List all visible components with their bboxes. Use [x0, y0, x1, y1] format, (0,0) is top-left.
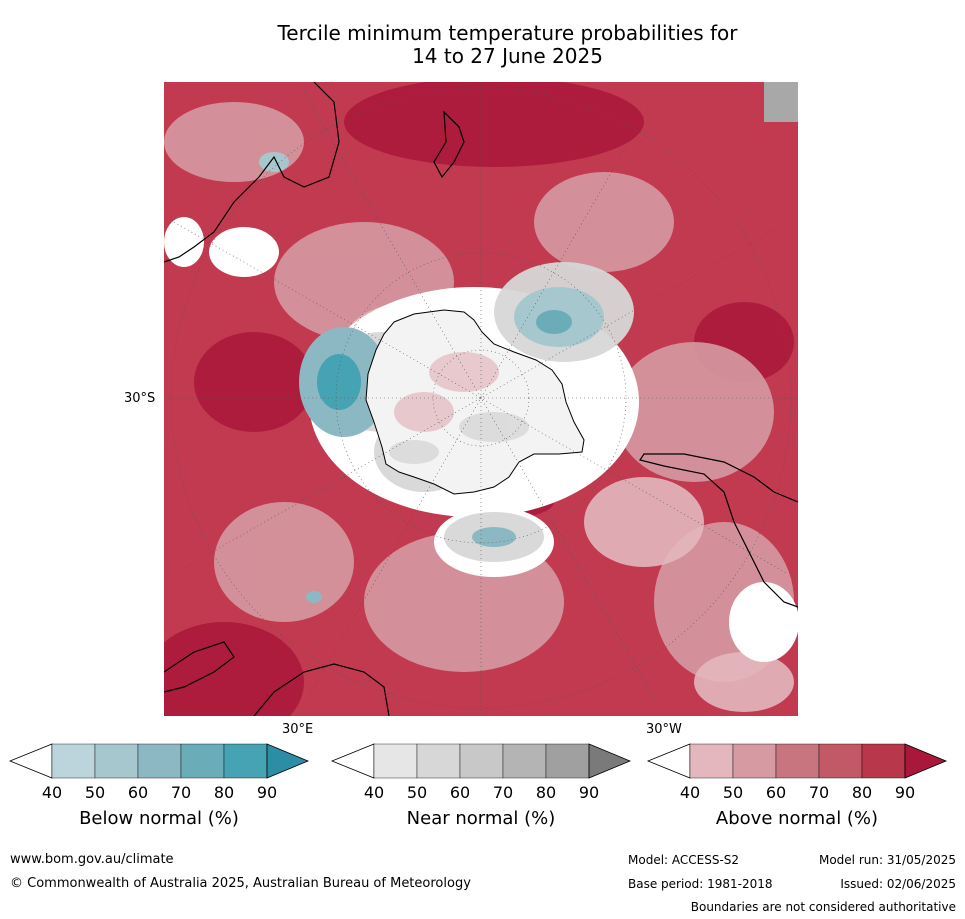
tick-label: 90: [894, 783, 916, 802]
colorbar-near-bin-40: [373, 743, 418, 779]
colorbar-below-max-arrow: [266, 743, 310, 779]
tick-label: 60: [765, 783, 787, 802]
below-normal-regions: [259, 152, 604, 603]
model-name: Model: ACCESS-S2: [628, 853, 740, 867]
tick-label: 40: [363, 783, 385, 802]
colorbar-near-min-arrow: [330, 743, 375, 779]
tick-label: 40: [41, 783, 63, 802]
copyright-notice: © Commonwealth of Australia 2025, Austra…: [10, 876, 471, 891]
colorbar-above-title: Above normal (%): [715, 808, 879, 829]
colorbar-below-bin-70: [180, 743, 225, 779]
base-period: Base period: 1981-2018: [628, 877, 773, 891]
land-mask-greenland-area: [764, 82, 798, 122]
colorbar-above-bin-40: [689, 743, 734, 779]
colorbar-near-bin-80: [545, 743, 590, 779]
colorbar-near-bin-60: [459, 743, 504, 779]
map-title: Tercile minimum temperature probabilitie…: [160, 22, 855, 68]
africa-coast: [164, 641, 390, 716]
tick-label: 90: [256, 783, 278, 802]
colorbar-below-bin-40: [51, 743, 96, 779]
website-link[interactable]: www.bom.gov.au/climate: [10, 852, 174, 867]
colorbar-below-bin-60: [137, 743, 182, 779]
colorbar-below-swatches: [8, 743, 310, 779]
australia-coast: [164, 82, 340, 263]
tick-label: 50: [722, 783, 744, 802]
above-40-60-regions: [164, 102, 794, 682]
colorbar-above-bin-60: [775, 743, 820, 779]
south-america-coast: [639, 453, 798, 608]
colorbar-below-bin-80: [223, 743, 268, 779]
antarctica-interior-signal: [394, 352, 499, 432]
graticule: [164, 82, 798, 716]
colorbar-above-swatches: [646, 743, 948, 779]
colorbar-above-bin-50: [732, 743, 777, 779]
colorbar-below-min-arrow: [8, 743, 53, 779]
colorbar-near-bin-50: [416, 743, 461, 779]
tick-label: 70: [808, 783, 830, 802]
colorbar-above-bin-70: [818, 743, 863, 779]
tick-label: 50: [406, 783, 428, 802]
tick-label: 90: [578, 783, 600, 802]
antarctica-interior-grey: [389, 412, 529, 464]
colorbar-above-min-arrow: [646, 743, 691, 779]
colorbar-above-max-arrow: [904, 743, 948, 779]
longitude-label-30e: 30°E: [282, 722, 314, 737]
tick-label: 80: [535, 783, 557, 802]
probability-map: [164, 82, 798, 716]
tick-label: 70: [170, 783, 192, 802]
tick-label: 60: [449, 783, 471, 802]
model-run-date: Model run: 31/05/2025: [818, 853, 956, 867]
title-line-2: 14 to 27 June 2025: [412, 44, 603, 68]
new-zealand-coast: [433, 110, 465, 179]
colorbar-near-bin-70: [502, 743, 547, 779]
tick-label: 40: [679, 783, 701, 802]
latitude-label-30s: 30°S: [124, 391, 156, 406]
colorbar-above-bin-80: [861, 743, 906, 779]
colorbar-near-max-arrow: [588, 743, 632, 779]
colorbar-near-swatches: [330, 743, 632, 779]
title-line-1: Tercile minimum temperature probabilitie…: [277, 21, 738, 45]
tick-label: 80: [213, 783, 235, 802]
tick-label: 70: [492, 783, 514, 802]
tick-label: 50: [84, 783, 106, 802]
colorbar-near-title: Near normal (%): [406, 808, 556, 829]
colorbar-below-title: Below normal (%): [79, 808, 239, 829]
tick-label: 60: [127, 783, 149, 802]
issued-date: Issued: 02/06/2025: [840, 877, 956, 891]
colorbar-below-bin-50: [94, 743, 139, 779]
longitude-label-30w: 30°W: [646, 722, 682, 737]
tick-label: 80: [851, 783, 873, 802]
boundaries-disclaimer: Boundaries are not considered authoritat…: [690, 900, 956, 914]
